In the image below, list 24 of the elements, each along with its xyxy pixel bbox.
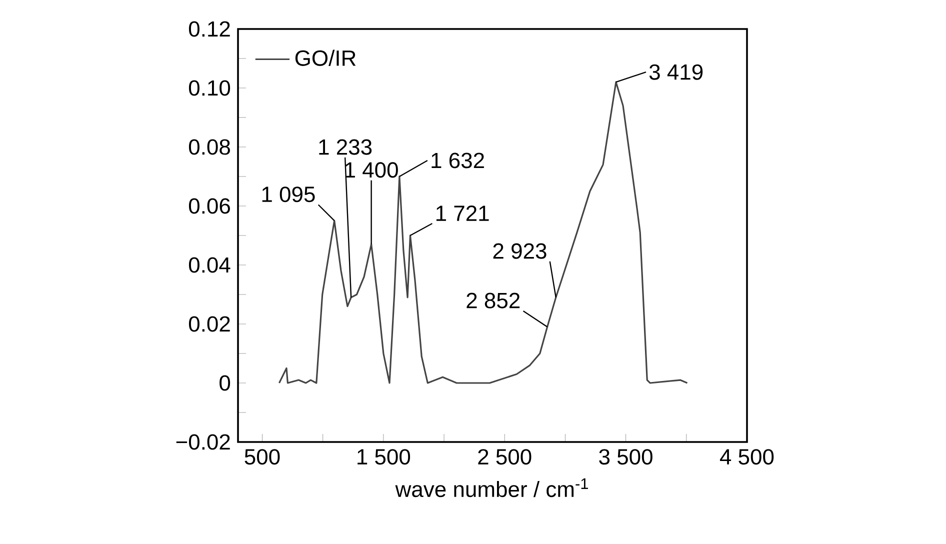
annotation: 1 721 [436,206,489,221]
annotation: 2 852 [466,292,520,308]
x-tick-label: 2 500 [478,449,532,465]
x-tick-label: 3 500 [599,449,652,465]
line-series [278,81,688,384]
y-tick-label: 0 [220,375,230,391]
annotation: 3 419 [649,64,703,80]
annotation: 1 400 [345,162,398,178]
legend-label: GO/IR [295,50,356,66]
annotation: 1 632 [432,152,484,168]
annotation: 2 923 [493,243,546,259]
y-tick-label: 0.04 [188,257,230,273]
annotation: 1 095 [262,186,315,202]
y-tick-label: 0.10 [188,80,230,96]
x-tick-label: 500 [244,449,280,465]
x-tick-label: 1 500 [358,449,410,465]
y-tick-label: −0.02 [176,434,230,450]
x-axis-title: wave number / cm$^{-1}$ [395,478,588,498]
y-tick-label: 0.02 [188,316,230,332]
y-tick-label: 0.06 [188,198,230,214]
annotation: 1 233 [319,139,372,155]
x-tick-label: 4 500 [720,449,774,465]
y-tick-label: 0.12 [188,21,230,37]
y-tick-label: 0.08 [188,139,230,155]
